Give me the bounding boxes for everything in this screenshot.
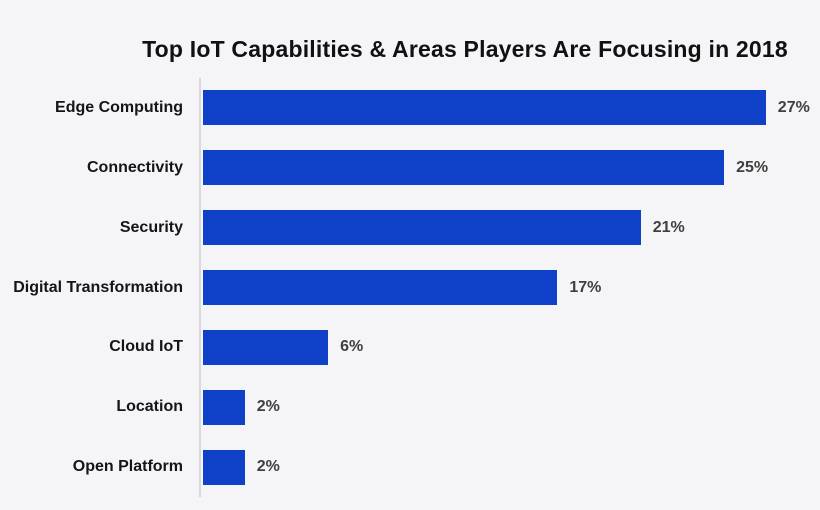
bar-track: 2% [190,449,820,485]
bar-row: Security 21% [0,198,820,258]
bar-row: Digital Transformation 17% [0,258,820,318]
bar [203,270,558,305]
bar [203,210,641,246]
bar-track: 25% [190,150,820,186]
value-label: 25% [736,158,769,176]
bar-row: Open Platform 2% [0,437,820,497]
value-label: 2% [256,398,280,416]
category-label: Connectivity [86,158,183,176]
bar [203,150,725,186]
category-label: Security [119,218,183,236]
category-label: Edge Computing [55,98,183,116]
bar-track: 27% [190,90,820,126]
chart-title: Top IoT Capabilities & Areas Players Are… [142,36,788,62]
bar-track: 6% [190,329,820,365]
bar-row: Edge Computing 27% [0,78,820,138]
bar-rows-container: Edge Computing 27% Connectivity 25% Secu… [0,78,820,497]
value-label: 17% [569,278,602,296]
bar-row: Location 2% [0,377,820,437]
value-label: 21% [652,218,685,236]
value-label: 6% [340,338,364,356]
bar [203,90,766,126]
category-label: Location [116,398,183,416]
category-label: Cloud IoT [109,338,183,356]
bar-track: 2% [190,389,820,425]
bar-track: 17% [190,270,820,305]
bar-row: Cloud IoT 6% [0,317,820,377]
bar-track: 21% [190,210,820,246]
bar [203,449,245,485]
bar [203,389,245,425]
category-label: Open Platform [72,458,183,476]
category-label: Digital Transformation [13,278,183,296]
value-label: 2% [256,458,280,476]
y-axis-baseline [199,78,201,497]
bar-row: Connectivity 25% [0,138,820,198]
value-label: 27% [777,98,810,116]
bar [203,329,329,365]
